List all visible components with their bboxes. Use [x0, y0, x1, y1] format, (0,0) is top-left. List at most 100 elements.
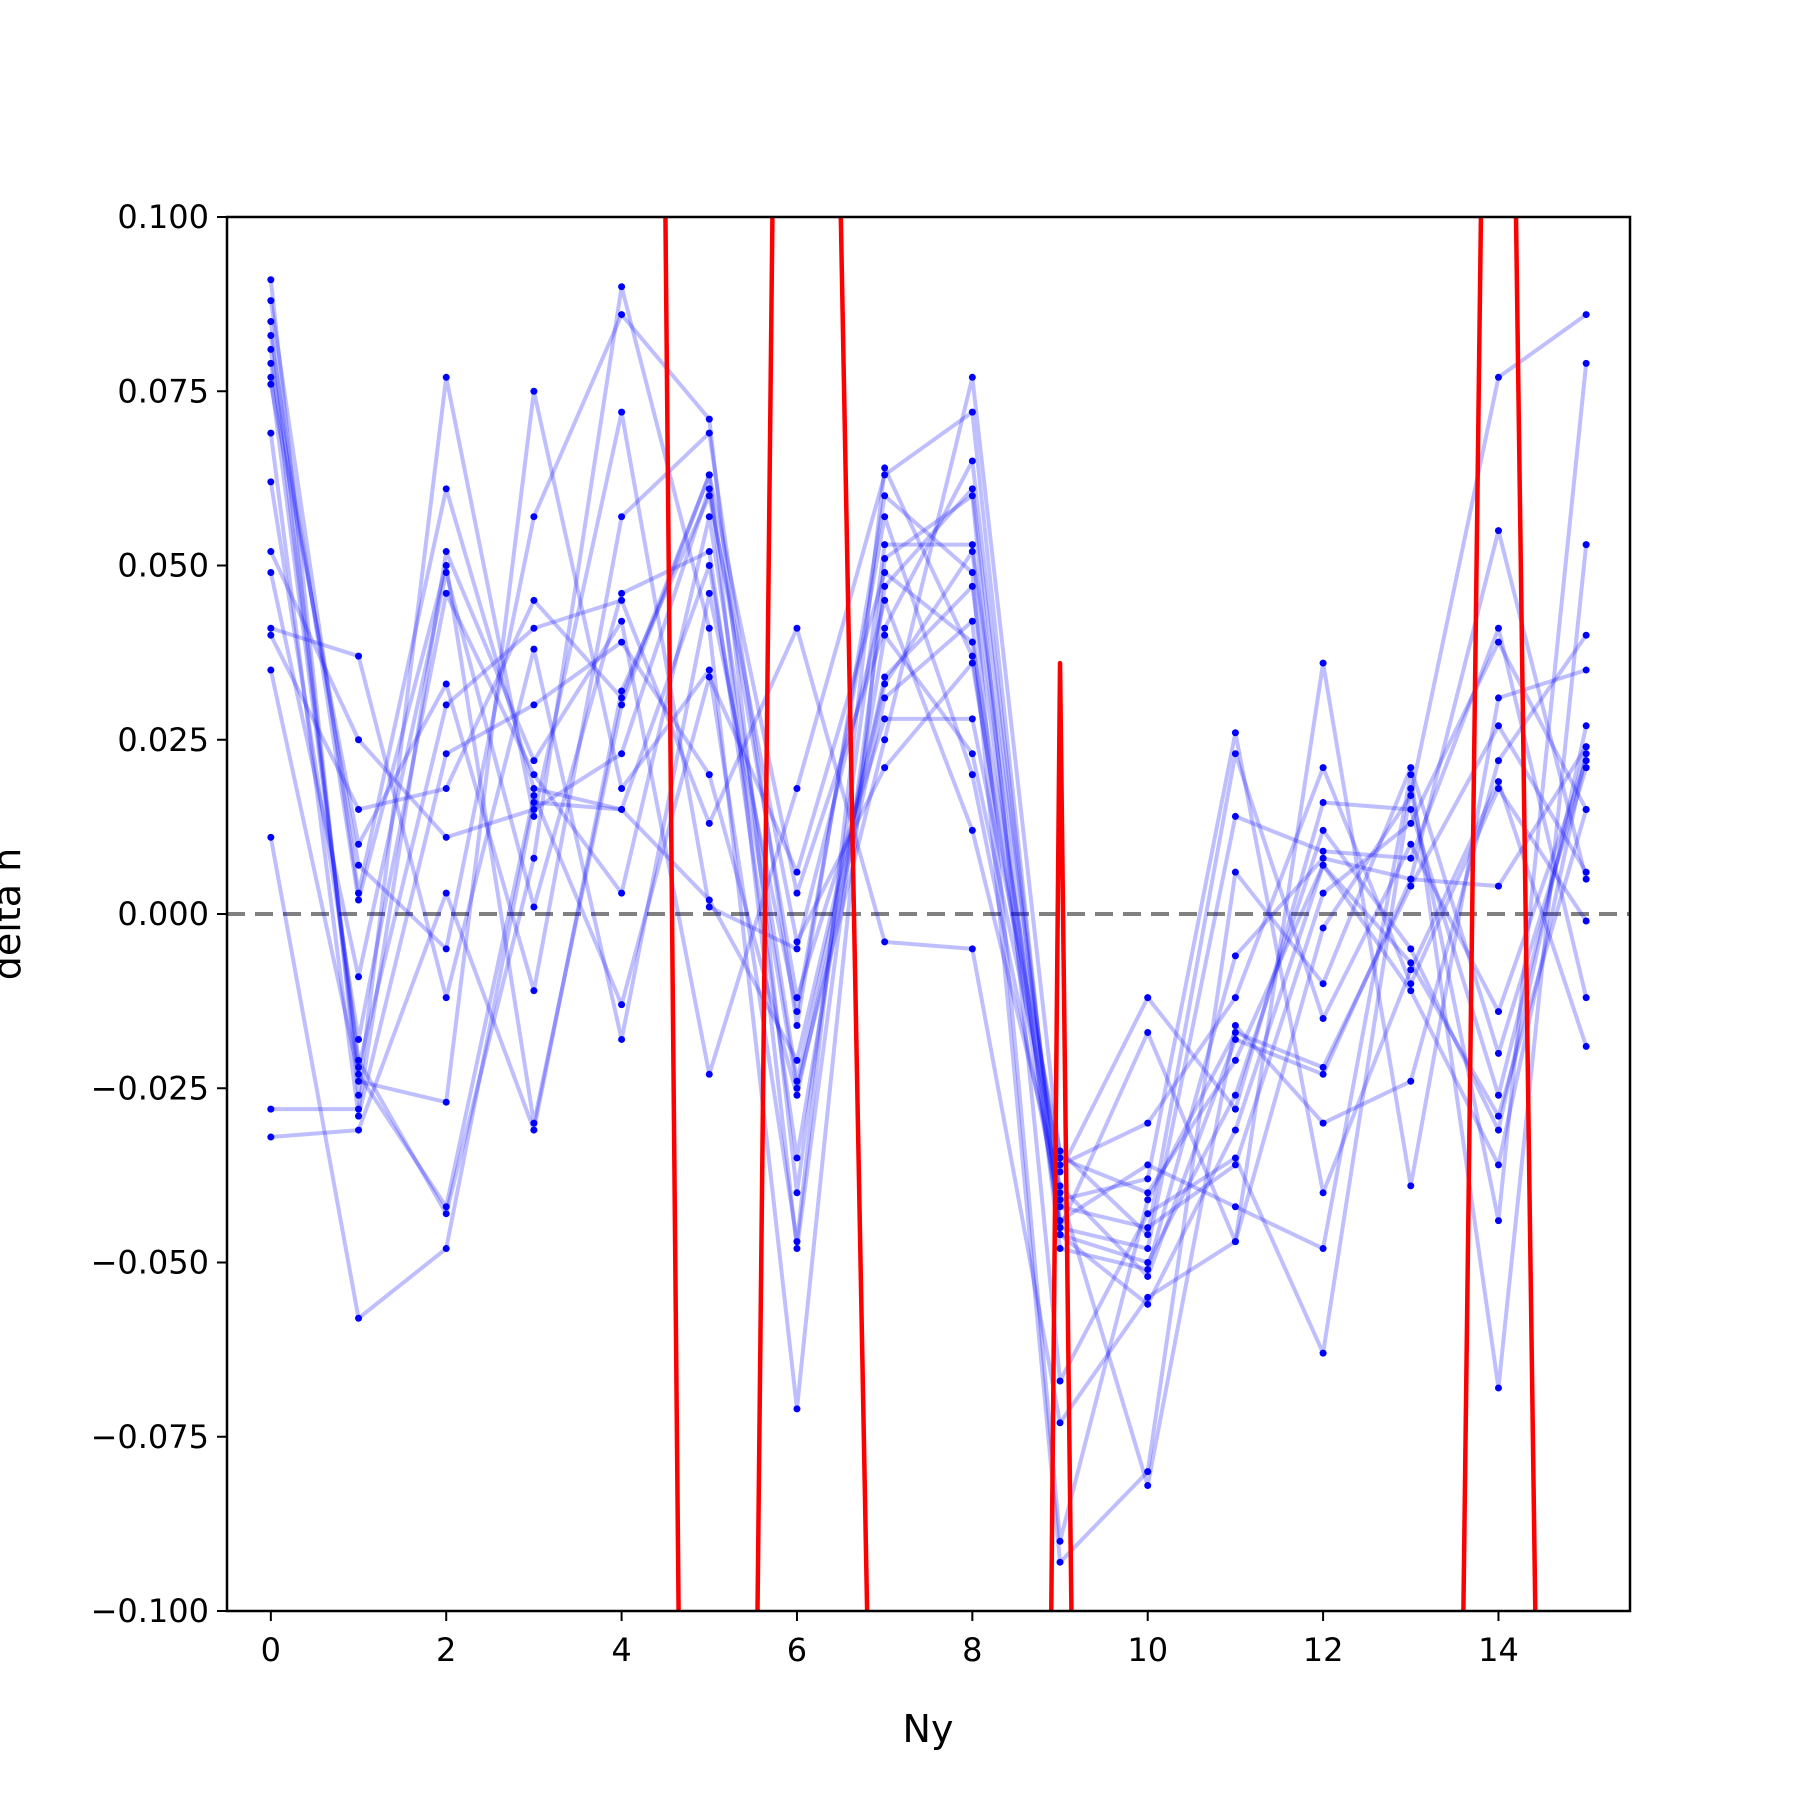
series-point-9-3 — [530, 771, 538, 779]
series-point-2-1 — [355, 1077, 363, 1085]
x-tick-label-6: 6 — [787, 1631, 807, 1669]
series-line-3 — [268, 335, 1589, 1390]
series-point-7-8 — [968, 568, 976, 576]
series-point-17-10 — [1144, 1175, 1152, 1183]
series-line-0 — [268, 279, 1588, 1279]
series-line-14 — [268, 570, 1589, 1209]
series-point-14-5 — [705, 673, 713, 681]
series-point-16-13 — [1407, 987, 1415, 995]
series-point-3-11 — [1231, 1203, 1239, 1211]
series-point-8-1 — [355, 1112, 363, 1120]
series-point-11-2 — [442, 568, 450, 576]
series-point-0-3 — [530, 812, 538, 820]
series-point-5-4 — [618, 311, 626, 319]
series-point-3-3 — [530, 1119, 538, 1127]
red-line-4 — [1461, 217, 1484, 1611]
series-point-8-10 — [1144, 1468, 1152, 1476]
series-point-6-4 — [618, 283, 626, 291]
series-point-2-0 — [267, 318, 275, 326]
series-point-14-7 — [881, 568, 889, 576]
y-tick-label-6: −0.050 — [91, 1244, 209, 1282]
series-point-4-8 — [968, 945, 976, 953]
series-point-7-0 — [267, 380, 275, 388]
series-point-7-2 — [442, 680, 450, 688]
series-point-11-5 — [705, 548, 713, 556]
series-point-15-3 — [530, 798, 538, 806]
series-point-12-12 — [1319, 889, 1327, 897]
y-tick-label-0: 0.100 — [117, 198, 209, 236]
series-point-9-12 — [1319, 826, 1327, 834]
series-point-17-6 — [793, 938, 801, 946]
series-point-12-6 — [793, 1008, 801, 1016]
series-point-12-2 — [442, 994, 450, 1002]
series-line-16 — [270, 410, 1589, 1307]
series-point-17-5 — [705, 492, 713, 500]
series-point-7-1 — [355, 840, 363, 848]
series-point-11-10 — [1144, 1119, 1152, 1127]
series-point-1-5 — [705, 562, 713, 569]
series-point-17-0 — [267, 1133, 275, 1141]
series-point-10-4 — [618, 750, 626, 758]
series-point-4-10 — [1144, 1293, 1152, 1301]
series-point-6-9 — [1056, 1377, 1064, 1385]
series-point-0-7 — [881, 596, 889, 604]
series-point-6-14 — [1494, 1217, 1502, 1225]
series-point-16-15 — [1582, 750, 1590, 758]
series-point-10-5 — [705, 485, 713, 493]
series-point-17-12 — [1319, 1189, 1327, 1197]
series-point-12-10 — [1144, 1224, 1152, 1232]
y-tick-label-7: −0.075 — [91, 1418, 209, 1456]
series-point-13-1 — [355, 805, 363, 813]
series-point-1-0 — [267, 297, 275, 305]
series-point-15-6 — [793, 1056, 801, 1064]
series-point-1-6 — [793, 1084, 801, 1092]
series-point-12-13 — [1407, 819, 1415, 827]
series-point-15-15 — [1582, 875, 1590, 883]
series-point-16-11 — [1231, 1126, 1239, 1134]
series-point-11-8 — [968, 750, 976, 758]
series-point-17-9 — [1056, 1196, 1064, 1204]
series-point-7-15 — [1582, 868, 1590, 876]
series-point-3-7 — [881, 624, 889, 632]
series-point-2-8 — [968, 652, 976, 660]
series-point-17-15 — [1582, 1042, 1590, 1050]
series-point-5-1 — [355, 861, 363, 869]
series-point-15-13 — [1407, 875, 1415, 883]
series-line-1 — [268, 300, 1589, 1195]
series-line-15 — [268, 528, 1589, 1321]
series-point-13-4 — [618, 694, 626, 702]
series-point-13-0 — [267, 631, 275, 639]
series-point-6-8 — [968, 492, 976, 500]
series-point-15-12 — [1319, 854, 1327, 862]
series-point-10-10 — [1144, 1231, 1152, 1239]
series-point-12-3 — [530, 645, 538, 653]
series-point-6-12 — [1319, 1349, 1327, 1357]
series-point-7-14 — [1494, 722, 1502, 730]
series-point-14-8 — [968, 638, 976, 646]
series-point-0-9 — [1056, 1182, 1064, 1190]
series-point-10-9 — [1056, 1147, 1064, 1155]
series-point-12-4 — [618, 1035, 626, 1043]
x-tick-label-4: 4 — [611, 1631, 631, 1669]
series-point-4-7 — [881, 938, 889, 946]
series-point-5-2 — [442, 945, 450, 953]
series-line-11 — [268, 549, 1588, 1167]
series-point-10-1 — [355, 736, 363, 744]
series-point-15-0 — [267, 833, 275, 841]
series-point-17-11 — [1231, 729, 1239, 737]
series-point-2-5 — [705, 666, 713, 674]
series-point-9-1 — [355, 1035, 363, 1043]
series-point-8-5 — [705, 771, 713, 779]
series-point-4-13 — [1407, 792, 1415, 800]
series-point-7-3 — [530, 987, 538, 995]
series-point-0-14 — [1494, 882, 1502, 890]
series-point-10-3 — [530, 805, 538, 813]
x-tick-label-2: 2 — [436, 1631, 456, 1669]
series-point-4-5 — [705, 819, 713, 827]
series-point-9-15 — [1582, 722, 1590, 730]
series-point-7-6 — [793, 1022, 801, 1030]
series-point-15-1 — [355, 1314, 363, 1322]
series-line-5 — [268, 312, 1588, 1488]
series-line-8 — [268, 432, 1589, 1565]
series-point-1-14 — [1494, 1112, 1502, 1120]
